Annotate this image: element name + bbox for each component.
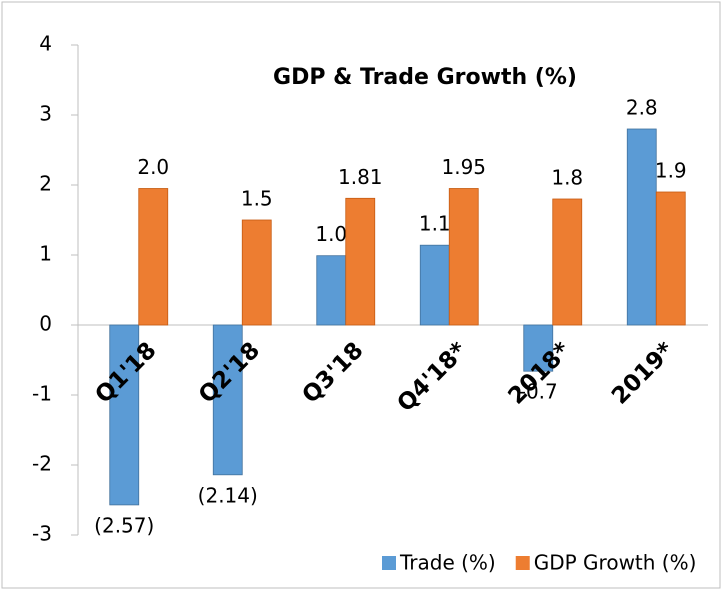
y-tick-label: 1 bbox=[39, 242, 52, 266]
data-label: 1.8 bbox=[551, 166, 583, 190]
y-tick-label: -1 bbox=[32, 382, 52, 406]
data-label: 2.0 bbox=[137, 155, 169, 179]
data-label: (2.14) bbox=[198, 483, 258, 507]
bar bbox=[138, 188, 169, 326]
bar bbox=[241, 219, 272, 326]
data-label: 2.8 bbox=[626, 96, 658, 120]
bar bbox=[345, 197, 376, 326]
data-label: (2.57) bbox=[94, 513, 154, 537]
data-label: 1.1 bbox=[419, 212, 451, 236]
y-tick-label: 2 bbox=[39, 172, 52, 196]
bar bbox=[109, 324, 140, 506]
chart-title: GDP & Trade Growth (%) bbox=[273, 65, 577, 90]
data-label: 1.95 bbox=[441, 155, 486, 179]
data-label: 1.9 bbox=[655, 159, 687, 183]
bar bbox=[523, 324, 554, 372]
data-label: 1.0 bbox=[315, 222, 347, 246]
data-label: -0.7 bbox=[519, 380, 558, 404]
bar bbox=[316, 255, 347, 326]
y-tick-label: -2 bbox=[32, 452, 52, 476]
bar bbox=[448, 188, 479, 326]
bar bbox=[626, 128, 657, 326]
bar bbox=[212, 324, 243, 476]
legend-swatch bbox=[382, 556, 396, 570]
y-tick-label: 0 bbox=[39, 312, 52, 336]
y-tick-label: -3 bbox=[32, 522, 52, 546]
legend-label: GDP Growth (%) bbox=[534, 551, 697, 575]
y-tick-label: 4 bbox=[39, 32, 52, 56]
legend-label: Trade (%) bbox=[399, 551, 496, 575]
data-label: 1.5 bbox=[241, 187, 273, 211]
y-tick-label: 3 bbox=[39, 102, 52, 126]
legend-swatch bbox=[515, 556, 530, 570]
bar bbox=[552, 198, 583, 326]
bar bbox=[655, 191, 686, 326]
data-label: 1.81 bbox=[338, 165, 383, 189]
bar bbox=[419, 244, 450, 326]
